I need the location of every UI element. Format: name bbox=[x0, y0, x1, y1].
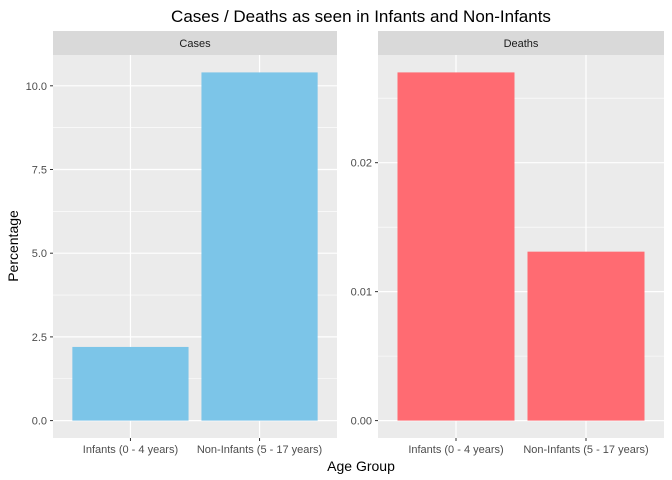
x-tick-label: Non-Infants (5 - 17 years) bbox=[523, 444, 648, 456]
facet-strip bbox=[378, 31, 664, 55]
facet-strip bbox=[53, 31, 337, 55]
y-tick-label: 5.0 bbox=[32, 248, 47, 260]
chart-title: Cases / Deaths as seen in Infants and No… bbox=[171, 7, 551, 26]
y-tick-label: 2.5 bbox=[32, 332, 47, 344]
x-tick-label: Non-Infants (5 - 17 years) bbox=[197, 444, 322, 456]
x-tick-label: Infants (0 - 4 years) bbox=[408, 444, 503, 456]
bar-deaths-2 bbox=[527, 251, 645, 421]
bar-cases-1 bbox=[72, 346, 189, 421]
facet-deaths: 0.00 0.01 0.02 Infants (0 - 4 years) Non-Inf… bbox=[351, 31, 664, 456]
facet-strip-label: Cases bbox=[179, 38, 211, 50]
y-tick-label: 0.0 bbox=[32, 416, 47, 428]
facets: 0.0 2.5 5.0 7.5 10.0 Infants (0 - 4 years) Non… bbox=[26, 31, 664, 456]
facet-cases: 0.0 2.5 5.0 7.5 10.0 Infants (0 - 4 years) Non… bbox=[26, 31, 337, 456]
y-tick-label: 0.00 bbox=[351, 416, 372, 428]
y-tick-label: 0.01 bbox=[351, 287, 372, 299]
y-tick-label: 7.5 bbox=[32, 164, 47, 176]
y-tick-label: 0.02 bbox=[351, 158, 372, 170]
x-tick-label: Infants (0 - 4 years) bbox=[83, 444, 178, 456]
y-axis-title: Percentage bbox=[5, 210, 21, 282]
bar-deaths-1 bbox=[397, 72, 515, 421]
x-axis-title: Age Group bbox=[327, 458, 395, 474]
bar-cases-2 bbox=[201, 72, 318, 421]
y-tick-label: 10.0 bbox=[26, 81, 47, 93]
facet-strip-label: Deaths bbox=[504, 38, 539, 50]
